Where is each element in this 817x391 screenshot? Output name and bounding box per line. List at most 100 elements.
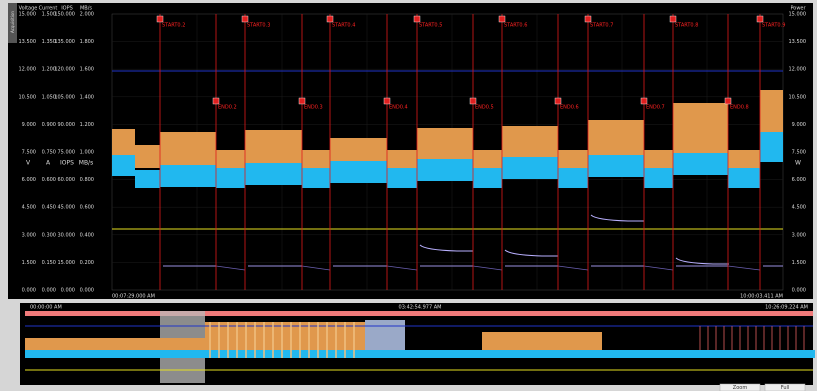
blue-trace bbox=[160, 165, 216, 187]
column-header: IOPS bbox=[61, 6, 73, 12]
overview-time: 10:26:09.224 AM bbox=[765, 305, 808, 311]
orange-trace bbox=[135, 145, 160, 168]
blue-trace bbox=[644, 168, 673, 188]
marker-flag[interactable] bbox=[212, 97, 220, 105]
axis-label: 120.000 bbox=[54, 67, 75, 73]
marker-label: START0.9 bbox=[762, 23, 785, 29]
orange-trace bbox=[473, 150, 502, 168]
orange-trace bbox=[160, 132, 216, 165]
axis-label: 1.500 bbox=[42, 12, 56, 18]
axis-label: 0.200 bbox=[80, 260, 94, 266]
column-header: Current bbox=[39, 6, 58, 12]
axis-label: 3.000 bbox=[792, 232, 806, 238]
marker-flag[interactable] bbox=[241, 15, 249, 23]
blue-trace bbox=[216, 168, 245, 188]
axis-label: 15.000 bbox=[789, 12, 807, 18]
axis-label: 9.000 bbox=[22, 122, 36, 128]
axis-label: 75.000 bbox=[58, 150, 76, 156]
axis-label: 10.500 bbox=[19, 94, 37, 100]
blue-trace bbox=[387, 168, 417, 188]
blue-trace bbox=[588, 155, 644, 177]
unit-label: IOPS bbox=[60, 160, 74, 167]
blue-trace bbox=[673, 153, 728, 175]
toolbar-button[interactable] bbox=[719, 383, 761, 391]
axis-label: 135.000 bbox=[54, 39, 75, 45]
marker-label: END0.7 bbox=[646, 105, 665, 111]
toolbar-button-label: Zoom bbox=[733, 385, 748, 391]
blue-trace bbox=[302, 168, 330, 188]
unit-label: MB/s bbox=[79, 160, 93, 167]
marker-label: END0.2 bbox=[218, 105, 237, 111]
marker-flag[interactable] bbox=[383, 97, 391, 105]
overview-orange bbox=[365, 320, 405, 350]
side-tab[interactable] bbox=[8, 3, 17, 43]
axis-label: 1.200 bbox=[42, 67, 56, 73]
purple-trace bbox=[419, 244, 473, 252]
marker-label: START0.3 bbox=[247, 23, 270, 29]
axis-label: 0.600 bbox=[42, 177, 56, 183]
orange-trace bbox=[644, 150, 673, 168]
blue-trace bbox=[728, 168, 760, 188]
marker-flag[interactable] bbox=[669, 15, 677, 23]
axis-label: 1.500 bbox=[22, 260, 36, 266]
purple-trace bbox=[472, 265, 503, 271]
axis-label: 7.500 bbox=[22, 150, 36, 156]
axis-label: 0.000 bbox=[792, 288, 806, 294]
axis-label: 1.050 bbox=[42, 94, 56, 100]
marker-label: END0.4 bbox=[389, 105, 408, 111]
purple-trace bbox=[727, 265, 761, 271]
toolbar-button-label: Full bbox=[781, 385, 790, 391]
axis-label: 6.000 bbox=[22, 177, 36, 183]
marker-label: START0.4 bbox=[332, 23, 355, 29]
axis-label: 12.000 bbox=[789, 67, 807, 73]
axis-label: 12.000 bbox=[19, 67, 37, 73]
toolbar-button[interactable] bbox=[764, 383, 806, 391]
blue-trace bbox=[760, 132, 783, 162]
overview-time: 00:00:00 AM bbox=[30, 305, 62, 311]
unit-label: W bbox=[795, 160, 801, 167]
marker-flag[interactable] bbox=[756, 15, 764, 23]
axis-label: 3.000 bbox=[22, 232, 36, 238]
orange-trace bbox=[387, 150, 417, 168]
side-tab-label: Acquisition bbox=[10, 11, 15, 33]
blue-trace bbox=[417, 159, 473, 181]
marker-label: END0.6 bbox=[560, 105, 579, 111]
marker-flag[interactable] bbox=[554, 97, 562, 105]
marker-label: END0.3 bbox=[304, 105, 323, 111]
axis-label: 15.000 bbox=[19, 12, 37, 18]
axis-label: 30.000 bbox=[58, 232, 76, 238]
marker-flag[interactable] bbox=[640, 97, 648, 105]
blue-trace bbox=[558, 168, 588, 188]
orange-trace bbox=[216, 150, 245, 168]
axis-label: 0.750 bbox=[42, 150, 56, 156]
time-label: 00:07:29.000 AM bbox=[112, 294, 155, 300]
marker-label: START0.7 bbox=[590, 23, 613, 29]
orange-trace bbox=[330, 138, 387, 165]
orange-trace bbox=[417, 128, 473, 165]
axis-label: 0.600 bbox=[80, 205, 94, 211]
marker-flag[interactable] bbox=[724, 97, 732, 105]
axis-label: 0.450 bbox=[42, 205, 56, 211]
blue-trace bbox=[473, 168, 502, 188]
marker-flag[interactable] bbox=[469, 97, 477, 105]
axis-label: 4.500 bbox=[22, 205, 36, 211]
marker-flag[interactable] bbox=[413, 15, 421, 23]
marker-label: START0.2 bbox=[162, 23, 185, 29]
marker-flag[interactable] bbox=[298, 97, 306, 105]
axis-label: 90.000 bbox=[58, 122, 76, 128]
unit-label: A bbox=[46, 160, 51, 167]
orange-trace bbox=[112, 129, 135, 160]
axis-label: 1.600 bbox=[80, 67, 94, 73]
marker-flag[interactable] bbox=[498, 15, 506, 23]
axis-label: 1.350 bbox=[42, 39, 56, 45]
marker-flag[interactable] bbox=[584, 15, 592, 23]
orange-trace bbox=[728, 150, 760, 168]
purple-trace bbox=[386, 265, 418, 271]
marker-flag[interactable] bbox=[156, 15, 164, 23]
blue-trace bbox=[330, 161, 387, 183]
marker-flag[interactable] bbox=[326, 15, 334, 23]
overview-blue bbox=[25, 350, 815, 358]
axis-label: 0.000 bbox=[42, 288, 56, 294]
